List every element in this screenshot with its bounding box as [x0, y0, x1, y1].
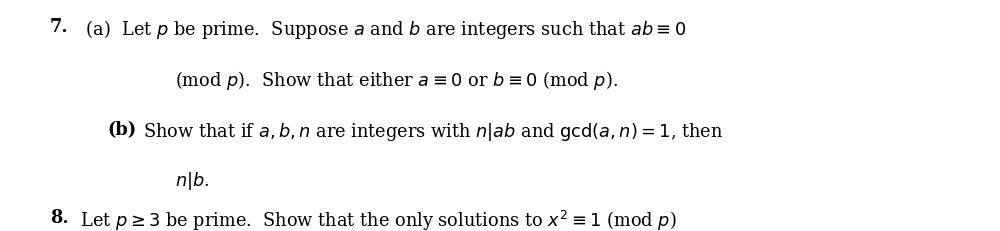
Text: 7.: 7.	[50, 18, 69, 36]
Text: (b): (b)	[107, 121, 136, 139]
Text: Let $p \geq 3$ be prime.  Show that the only solutions to $x^2 \equiv 1$ (mod $p: Let $p \geq 3$ be prime. Show that the o…	[69, 209, 676, 231]
Text: $n|b$.: $n|b$.	[175, 170, 209, 192]
Text: (a)  Let $p$ be prime.  Suppose $a$ and $b$ are integers such that $ab \equiv 0$: (a) Let $p$ be prime. Suppose $a$ and $b…	[69, 18, 686, 42]
Text: Show that if $a, b, n$ are integers with $n|ab$ and $\mathrm{gcd}(a, n) = 1$, th: Show that if $a, b, n$ are integers with…	[132, 121, 724, 143]
Text: 8.: 8.	[50, 209, 69, 227]
Text: (mod $p$).  Show that either $a \equiv 0$ or $b \equiv 0$ (mod $p$).: (mod $p$). Show that either $a \equiv 0$…	[175, 69, 618, 92]
